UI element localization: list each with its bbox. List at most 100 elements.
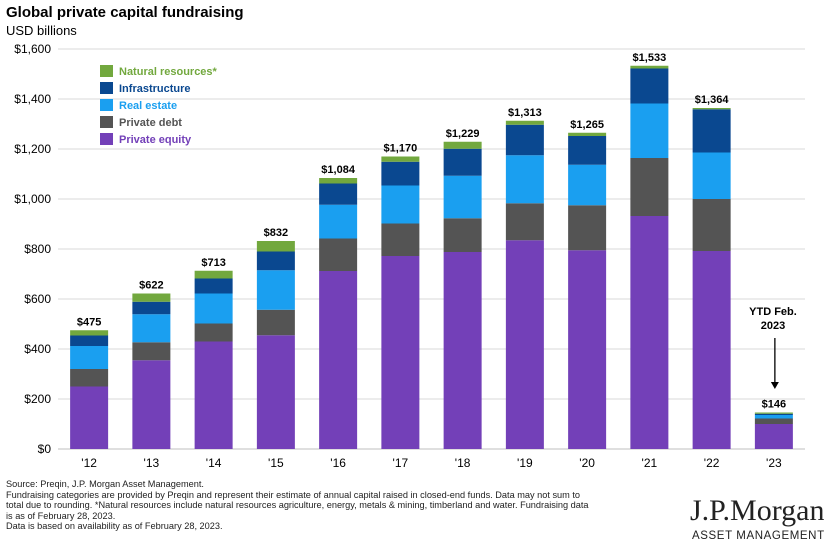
total-label: $713	[201, 257, 225, 269]
bar-segment	[70, 330, 109, 336]
bar-segment	[132, 293, 171, 302]
bar-segment	[256, 241, 295, 252]
bar-segment	[70, 386, 109, 449]
bar-segment	[692, 108, 731, 110]
y-tick-label: $1,000	[14, 192, 51, 206]
bar-segment	[754, 413, 793, 415]
bar-segment	[132, 301, 171, 315]
bar-segment	[692, 109, 731, 153]
legend-label: Private debt	[119, 117, 182, 129]
bar-segment	[630, 216, 669, 449]
legend-label: Real estate	[119, 100, 177, 112]
bar-segment	[132, 360, 171, 449]
bar-segment	[692, 152, 731, 199]
bar-segment	[319, 238, 358, 271]
bar-segment	[692, 251, 731, 449]
jpmorgan-logo: J.P.Morgan	[690, 494, 824, 527]
bar-segment	[319, 183, 358, 205]
bar-segment	[754, 424, 793, 449]
bar-segment	[70, 335, 109, 346]
total-label: $832	[264, 227, 288, 239]
bar-segment	[568, 164, 607, 206]
y-tick-label: $1,400	[14, 92, 51, 106]
total-label: $1,170	[384, 143, 418, 155]
total-label: $146	[762, 399, 786, 411]
bar-segment	[505, 203, 544, 241]
x-tick-label: '14	[206, 456, 222, 470]
x-tick-label: '15	[268, 456, 284, 470]
bar-segment	[630, 158, 669, 216]
bar-segment	[319, 271, 358, 449]
y-tick-label: $800	[24, 242, 51, 256]
bar-segment	[568, 250, 607, 449]
x-tick-label: '22	[704, 456, 720, 470]
bar-segment	[443, 175, 482, 219]
total-label: $1,265	[570, 119, 604, 131]
bar-segment	[568, 136, 607, 165]
y-tick-label: $0	[38, 442, 52, 456]
bar-segment	[132, 314, 171, 343]
x-tick-label: '21	[642, 456, 658, 470]
bar-segment	[70, 369, 109, 387]
total-label: $622	[139, 280, 163, 292]
legend-label: Infrastructure	[119, 83, 191, 95]
bar-segment	[256, 270, 295, 310]
bar-segment	[319, 178, 358, 184]
legend-swatch	[100, 99, 113, 111]
legend-swatch	[100, 133, 113, 145]
bar-segment	[692, 199, 731, 251]
chart-subtitle: USD billions	[6, 23, 77, 38]
bar-segment	[381, 156, 420, 162]
x-tick-label: '17	[393, 456, 409, 470]
bar-segment	[568, 205, 607, 251]
chart-title: Global private capital fundraising	[6, 4, 244, 21]
total-label: $475	[77, 316, 101, 328]
y-tick-label: $600	[24, 292, 51, 306]
bar-segment	[505, 120, 544, 125]
total-label: $1,229	[446, 128, 480, 140]
bar-segment	[194, 341, 233, 449]
total-label: $1,084	[321, 164, 356, 176]
y-tick-label: $1,200	[14, 142, 51, 156]
legend-swatch	[100, 65, 113, 77]
bar-segment	[754, 418, 793, 424]
bar-segment	[256, 335, 295, 449]
stacked-bar-chart: $0 $200 $400 $600 $800 $1,000 $1,200 $1,400 $1,6…	[14, 42, 805, 470]
bar-segment	[70, 346, 109, 369]
x-tick-label: '13	[144, 456, 160, 470]
x-tick-label: '19	[517, 456, 533, 470]
bar-segment	[443, 141, 482, 149]
bar-segment	[568, 132, 607, 136]
total-label: $1,533	[633, 52, 667, 64]
annotation-arrow-head	[770, 382, 779, 389]
bar-segment	[443, 218, 482, 252]
bar-segment	[132, 342, 171, 361]
x-tick-label: '23	[766, 456, 782, 470]
footnote-line: is as of February 28, 2023.	[6, 510, 116, 521]
bar-segment	[630, 68, 669, 104]
footnote-line: Source: Preqin, J.P. Morgan Asset Manage…	[6, 479, 204, 489]
legend-swatch	[100, 116, 113, 128]
ytd-annotation-text: YTD Feb. 2023	[749, 306, 797, 332]
bar-segment	[754, 415, 793, 419]
footnote-line: total due to rounding. *Natural resource…	[6, 500, 589, 511]
bar-segment	[194, 293, 233, 324]
bar-segment	[505, 240, 544, 449]
bar-segment	[194, 323, 233, 342]
y-tick-label: $1,600	[14, 42, 51, 56]
footnote: Source: Preqin, J.P. Morgan Asset Manage…	[6, 479, 686, 532]
bar-segment	[319, 204, 358, 239]
footnote-line: Data is based on availability as of Febr…	[6, 521, 223, 532]
x-tick-label: '18	[455, 456, 471, 470]
total-label: $1,313	[508, 107, 542, 119]
x-tick-label: '16	[330, 456, 346, 470]
asset-management-logo-text: ASSET MANAGEMENT	[692, 530, 824, 542]
x-tick-label: '12	[81, 456, 97, 470]
bar-segment	[381, 256, 420, 449]
bar-segment	[630, 65, 669, 69]
bar-segment	[256, 251, 295, 271]
footnote-line: Fundraising categories are provided by P…	[6, 489, 581, 500]
bar-segment	[256, 309, 295, 336]
total-label: $1,364	[695, 94, 730, 106]
bar-segment	[381, 185, 420, 224]
